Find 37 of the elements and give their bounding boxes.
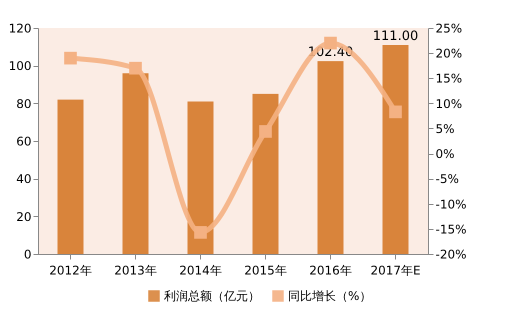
legend-label: 利润总额（亿元） [164, 289, 260, 303]
point [129, 62, 142, 74]
y-tick-label: 120 [8, 22, 32, 36]
y-tick-label: 100 [8, 59, 32, 74]
y2-tick-label: 15% [436, 72, 462, 86]
y-tick-label: 80 [16, 96, 32, 111]
y2-tick-label: 5% [436, 122, 455, 136]
legend-label: 同比增长（%） [288, 289, 372, 303]
y2-tick-label: 10% [436, 96, 462, 111]
bar [58, 100, 84, 254]
point [194, 226, 207, 239]
bar [318, 61, 344, 254]
x-tick-label: 2014年 [179, 264, 222, 278]
y2-tick-label: -20% [436, 248, 467, 262]
x-tick-label: 2016年 [309, 264, 352, 278]
point [64, 52, 77, 64]
data-label: 111.00 [372, 28, 418, 44]
y2-tick-label: -15% [436, 222, 467, 236]
y2-tick-label: 20% [436, 46, 462, 61]
x-tick-label: 2015年 [244, 264, 287, 278]
x-tick-label: 2012年 [49, 264, 92, 278]
point [389, 106, 402, 118]
y-tick-label: 40 [16, 172, 32, 186]
bar [188, 101, 214, 254]
y-tick-label: 60 [16, 134, 32, 148]
x-tick-label: 2013年 [114, 264, 157, 278]
y2-tick-label: 0% [436, 147, 455, 162]
y2-tick-label: -5% [436, 172, 459, 186]
bar [122, 73, 148, 254]
y-tick-label: 20 [16, 210, 32, 224]
bar [382, 44, 408, 254]
point [259, 125, 272, 138]
x-tick-label: 2017年E [370, 264, 421, 278]
y2-tick-label: 25% [436, 22, 462, 36]
bar [252, 94, 278, 254]
y-tick-label: 0 [24, 248, 32, 262]
y2-tick-label: -10% [436, 197, 467, 212]
